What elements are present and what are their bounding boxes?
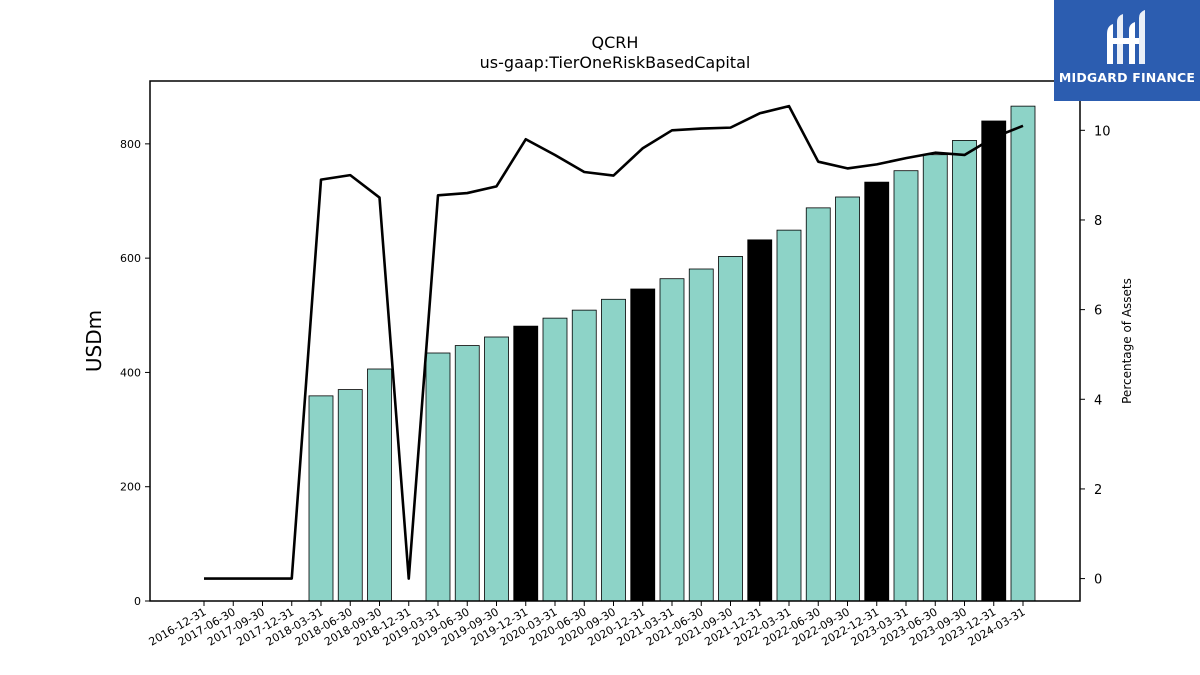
- bar-2019-06-30: [454, 345, 480, 602]
- brand-logo: MIDGARD FINANCE: [1054, 0, 1200, 101]
- bar-2019-09-30: [484, 336, 509, 602]
- bar-2021-06-30: [688, 268, 714, 602]
- bar-2023-12-31: [981, 120, 1007, 602]
- plot-frame: [149, 80, 1081, 602]
- y-tick-label: 400: [120, 366, 141, 379]
- bar-2018-03-31: [308, 395, 334, 602]
- bar-2023-06-30: [922, 154, 948, 602]
- y2-tick-label: 0: [1094, 573, 1102, 588]
- y-axis-label: USDm: [82, 310, 106, 372]
- bar-2018-06-30: [337, 389, 363, 602]
- bar-2022-12-31: [864, 181, 890, 602]
- bar-2022-09-30: [835, 196, 860, 602]
- logo-text: MIDGARD FINANCE: [1058, 70, 1196, 85]
- bar-2024-03-31: [1010, 105, 1036, 602]
- line-series: [204, 104, 1024, 580]
- y2-tick-label: 2: [1094, 483, 1102, 498]
- bar-2019-12-31: [513, 325, 539, 602]
- bar-series: [308, 105, 1036, 602]
- bar-2021-03-31: [659, 278, 685, 602]
- bar-2020-12-31: [630, 288, 656, 602]
- axes: [149, 80, 1081, 602]
- bar-2023-09-30: [952, 140, 977, 602]
- bar-2023-03-31: [893, 170, 919, 602]
- y2-tick-label: 10: [1094, 124, 1111, 139]
- bar-2022-06-30: [805, 207, 831, 602]
- bar-2020-09-30: [601, 298, 626, 602]
- y2-tick-label: 4: [1094, 393, 1102, 408]
- midgard-logo-icon: [1107, 10, 1145, 64]
- y-tick-label: 600: [120, 252, 141, 265]
- bar-2019-03-31: [425, 352, 451, 602]
- y2-axis-label: Percentage of Assets: [1120, 278, 1134, 404]
- bar-2021-12-31: [747, 239, 773, 602]
- chart-title: QCRH: [591, 33, 639, 52]
- y2-tick-label: 6: [1094, 304, 1102, 319]
- y2-tick-label: 8: [1094, 214, 1102, 229]
- bar-2018-09-30: [367, 368, 392, 602]
- y-tick-label: 0: [134, 595, 141, 608]
- percentage-line: [204, 104, 1024, 580]
- bar-2021-09-30: [718, 256, 743, 602]
- bar-2020-03-31: [542, 317, 568, 602]
- y-tick-label: 200: [120, 481, 141, 494]
- y-tick-label: 800: [120, 138, 141, 151]
- bar-2022-03-31: [776, 229, 802, 602]
- chart-subtitle: us-gaap:TierOneRiskBasedCapital: [479, 53, 751, 72]
- bar-2020-06-30: [571, 309, 597, 602]
